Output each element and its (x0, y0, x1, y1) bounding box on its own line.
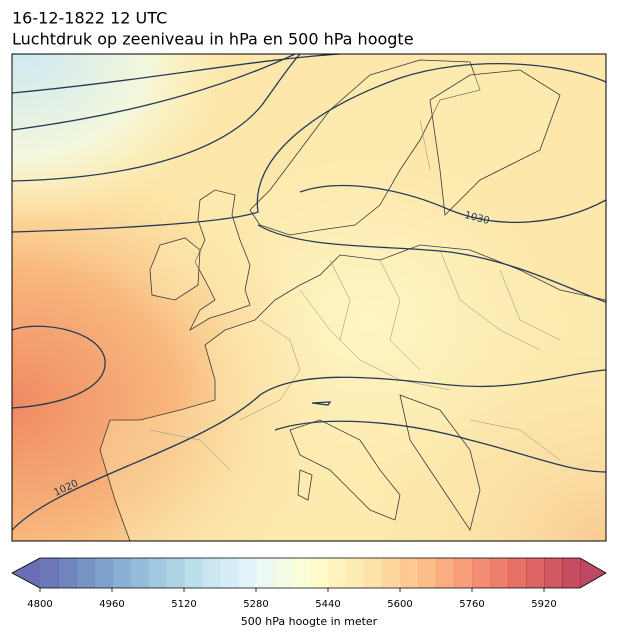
colorbar-swatch (328, 558, 347, 588)
colorbar-swatch (472, 558, 491, 588)
colorbar-swatch (202, 558, 221, 588)
colorbar-swatch (166, 558, 185, 588)
colorbar-tick-label: 4960 (99, 599, 124, 610)
colorbar-swatch (148, 558, 167, 588)
colorbar-tick-label: 5760 (459, 599, 484, 610)
colorbar-swatch (256, 558, 275, 588)
colorbar-tick-label: 5440 (315, 599, 340, 610)
colorbar-swatch (58, 558, 77, 588)
colorbar-swatch (184, 558, 203, 588)
map: 1030 1020 (12, 54, 606, 541)
contours (12, 54, 606, 531)
colorbar-tick-label: 4800 (27, 599, 52, 610)
colorbar-swatch (526, 558, 545, 588)
colorbar-swatch (454, 558, 473, 588)
colorbar: 4800 4960 5120 5280 5440 5600 5760 5920 (11, 557, 607, 610)
colorbar-swatch (40, 558, 59, 588)
colorbar-swatch (76, 558, 95, 588)
colorbar-swatch (418, 558, 437, 588)
colorbar-label: 500 hPa hoogte in meter (241, 615, 378, 628)
colorbar-swatch (436, 558, 455, 588)
colorbar-swatch (562, 558, 581, 588)
colorbar-extend-high (580, 558, 606, 588)
colorbar-swatch (292, 558, 311, 588)
colorbar-swatch (220, 558, 239, 588)
colorbar-swatch (400, 558, 419, 588)
colorbar-swatch (112, 558, 131, 588)
map-title: Luchtdruk op zeeniveau in hPa en 500 hPa… (12, 30, 414, 49)
coastlines (99, 59, 606, 541)
colorbar-extend-low (12, 558, 40, 588)
colorbar-tick-label: 5600 (387, 599, 412, 610)
colorbar-tick-label: 5280 (243, 599, 268, 610)
borders (149, 119, 561, 471)
colorbar-tick-label: 5120 (171, 599, 196, 610)
map-date: 16-12-1822 12 UTC (12, 9, 167, 28)
colorbar-swatch (490, 558, 509, 588)
colorbar-swatch (508, 558, 527, 588)
colorbar-swatch (346, 558, 365, 588)
colorbar-swatch (382, 558, 401, 588)
colorbar-outline (11, 557, 607, 589)
colorbar-swatch (94, 558, 113, 588)
colorbar-swatch (130, 558, 149, 588)
colorbar-swatch (310, 558, 329, 588)
colorbar-swatch (364, 558, 383, 588)
colorbar-swatch (238, 558, 257, 588)
colorbar-tick-label: 5920 (531, 599, 556, 610)
colorbar-swatch (274, 558, 293, 588)
colorbar-swatch (544, 558, 563, 588)
map-frame (11, 53, 607, 542)
